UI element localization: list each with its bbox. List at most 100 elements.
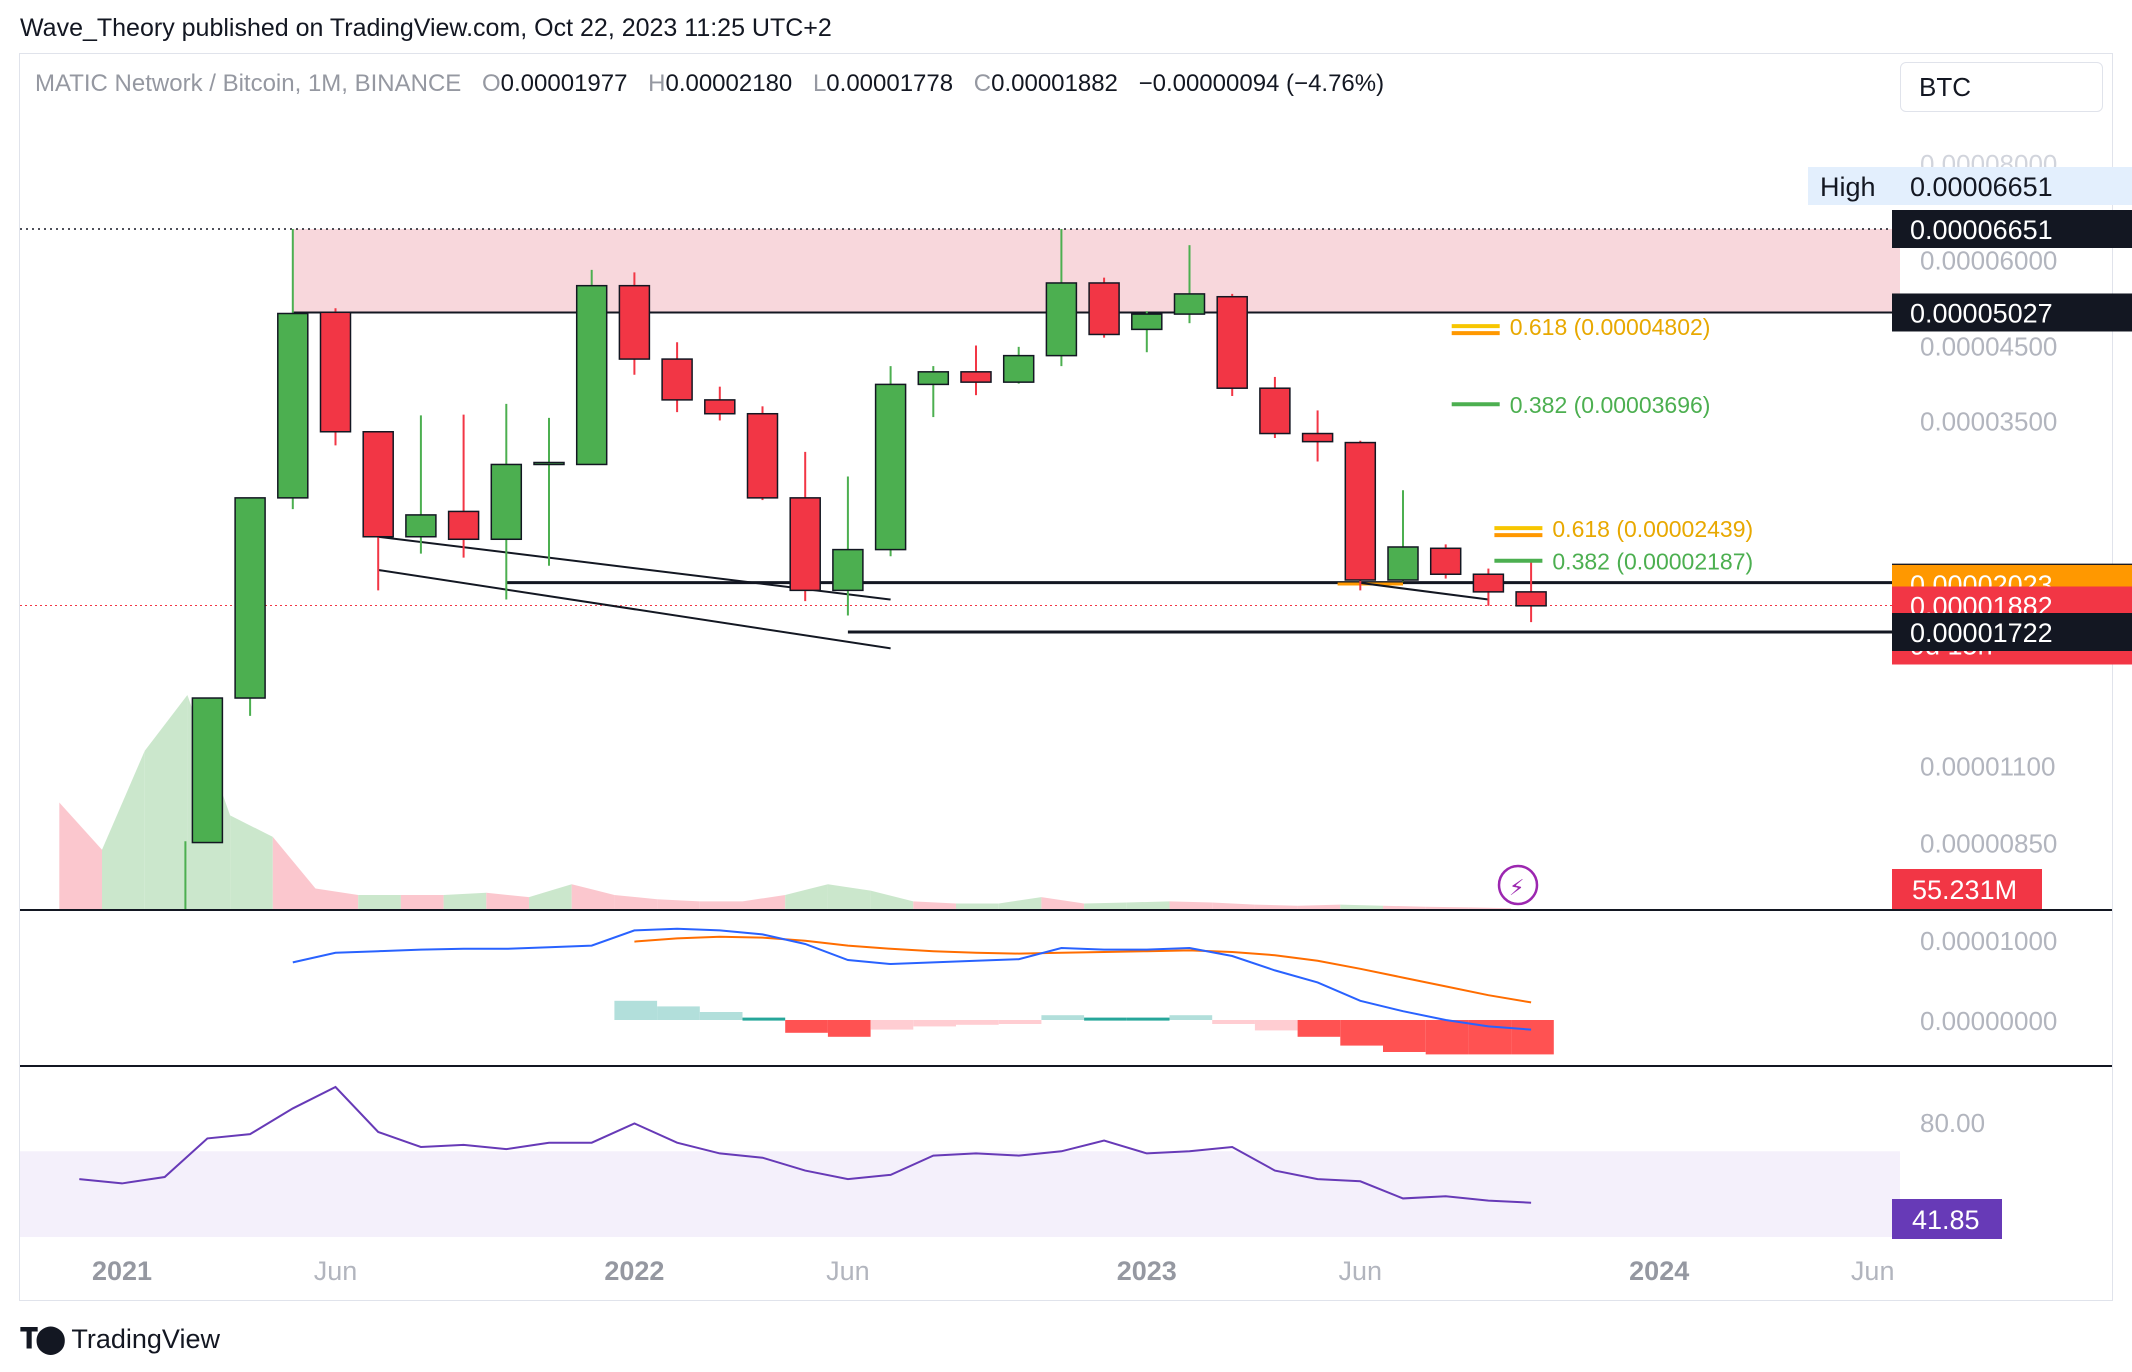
- volume-area-segment: [315, 888, 359, 910]
- macd-histogram-bar: [1212, 1020, 1255, 1024]
- macd-histogram-bar: [827, 1020, 871, 1037]
- volume-area-segment: [785, 884, 828, 910]
- macd-y-tick: 0.00000000: [1920, 1006, 2057, 1036]
- y-tick-label: 0.00006000: [1920, 246, 2057, 276]
- candle-body: [277, 312, 309, 499]
- candle-body: [1344, 441, 1377, 581]
- rsi-badge-bg: [1892, 1199, 2002, 1239]
- low-value: 0.00001778: [826, 70, 954, 97]
- x-tick-label: Jun: [1339, 1256, 1383, 1286]
- volume-area-segment: [1169, 901, 1213, 910]
- candle-body: [447, 510, 480, 541]
- symbol-name[interactable]: MATIC Network / Bitcoin, 1M, BINANCE: [35, 70, 462, 97]
- candle-body: [874, 383, 907, 551]
- x-tick-label: 2021: [92, 1256, 152, 1286]
- volume-area-segment: [486, 892, 529, 910]
- candle-body: [575, 284, 608, 466]
- volume-area-segment: [614, 894, 658, 910]
- currency-selector[interactable]: BTC: [1900, 62, 2103, 112]
- volume-area-segment: [443, 892, 487, 910]
- macd-histogram-bar: [1425, 1020, 1469, 1055]
- volume-area-segment: [657, 899, 700, 910]
- price-label-bg: [1808, 167, 2132, 205]
- price-label-bg: [1892, 293, 2132, 332]
- high-key: H: [648, 70, 666, 97]
- candle-body: [1429, 547, 1462, 575]
- open-value: 0.00001977: [500, 70, 628, 97]
- macd-histogram-bar: [1511, 1020, 1554, 1055]
- macd-histogram-bar: [657, 1006, 700, 1020]
- volume-area-segment: [102, 750, 145, 910]
- candle-body: [1472, 573, 1505, 593]
- x-tick-label: 2022: [604, 1256, 664, 1286]
- lightning-icon: [1497, 864, 1539, 906]
- volume-area-segment: [144, 695, 188, 910]
- volume-area-segment: [230, 815, 273, 910]
- macd-signal-line: [634, 935, 1532, 1004]
- x-tick-label: Jun: [314, 1256, 358, 1286]
- candle-body: [191, 697, 224, 844]
- rsi-badge-label: 41.85: [1912, 1205, 1980, 1235]
- fib-label: 0.382 (0.00003696): [1510, 392, 1711, 418]
- price-label-bg: [1892, 613, 2132, 651]
- candle-body: [661, 358, 693, 401]
- volume-area-segment: [1212, 902, 1255, 910]
- fib-label: 0.618 (0.00004802): [1510, 314, 1711, 340]
- macd-histogram-bar: [1340, 1020, 1383, 1046]
- candle-body: [789, 497, 821, 592]
- candle-body: [362, 431, 394, 538]
- volume-area-segment: [742, 894, 786, 910]
- rsi-line: [79, 1085, 1532, 1204]
- volume-area-segment: [699, 901, 743, 910]
- volume-area-segment: [400, 894, 444, 910]
- macd-histogram-bar: [1383, 1020, 1426, 1052]
- volume-area-segment: [870, 890, 914, 910]
- volume-area-segment: [59, 802, 102, 910]
- volume-area-segment: [1084, 902, 1127, 910]
- symbol-legend: MATIC Network / Bitcoin, 1M, BINANCE O0.…: [35, 70, 1384, 98]
- volume-area-segment: [1126, 901, 1170, 910]
- x-tick-label: 2024: [1629, 1256, 1689, 1286]
- macd-histogram-bar: [956, 1020, 999, 1025]
- volume-area-segment: [827, 884, 871, 910]
- x-tick-label: Jun: [1851, 1256, 1895, 1286]
- candle-body: [1173, 293, 1206, 315]
- footer-brand[interactable]: 𝐓⬤ TradingView: [20, 1322, 220, 1356]
- x-tick-label: Jun: [826, 1256, 870, 1286]
- candle-body: [234, 497, 266, 699]
- macd-histogram-bar: [785, 1020, 828, 1033]
- price-label-value: 0.00006651: [1910, 215, 2053, 245]
- y-tick-label: 0.00000850: [1920, 829, 2057, 859]
- publish-line: Wave_Theory published on TradingView.com…: [20, 14, 832, 42]
- volume-area-segment: [1340, 904, 1383, 910]
- macd-histogram-bar: [1297, 1020, 1341, 1037]
- macd-histogram-bar: [1254, 1020, 1298, 1031]
- tradingview-logo-icon: 𝐓⬤: [20, 1323, 66, 1354]
- candle-body: [746, 412, 779, 499]
- candle-body: [1216, 295, 1248, 389]
- candle-body: [1387, 546, 1419, 581]
- macd-histogram-bar: [998, 1020, 1042, 1024]
- x-tick-label: 2023: [1117, 1256, 1177, 1286]
- price-label-tag: High: [1820, 172, 1876, 202]
- y-tick-label: 0.00004500: [1920, 332, 2057, 362]
- volume-area-segment: [571, 884, 615, 910]
- volume-area-segment: [998, 897, 1042, 910]
- macd-histogram-bar: [1169, 1015, 1213, 1020]
- macd-line: [292, 927, 1532, 1031]
- candle-body: [533, 461, 565, 466]
- candle-body: [960, 371, 992, 383]
- price-label-value: 0.00001722: [1910, 618, 2053, 648]
- macd-histogram-bar: [1126, 1017, 1170, 1021]
- trendline: [378, 568, 891, 650]
- price-label-value: 0.00006651: [1910, 172, 2053, 202]
- rsi-band: [20, 1151, 1900, 1237]
- volume-area-segment: [1254, 904, 1298, 910]
- macd-histogram-bar: [1041, 1015, 1085, 1020]
- macd-y-tick: 0.00001000: [1920, 926, 2057, 956]
- macd-histogram-bar: [742, 1017, 786, 1021]
- macd-histogram-bar: [870, 1020, 914, 1030]
- volume-area-segment: [272, 836, 316, 910]
- volume-area-segment: [913, 901, 956, 910]
